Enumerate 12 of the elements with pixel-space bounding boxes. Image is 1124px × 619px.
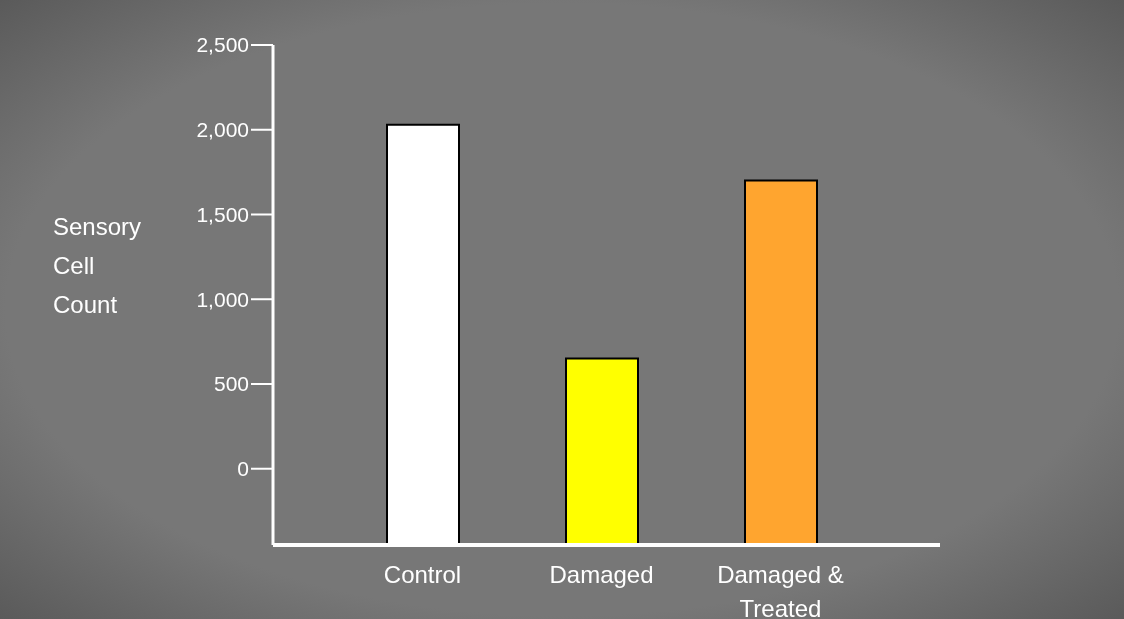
bar [744, 179, 818, 545]
y-tick-label: 500 [213, 372, 249, 396]
y-tick-label: 1,500 [196, 202, 249, 226]
y-tick-label: 0 [237, 457, 249, 481]
y-tick-label: 2,500 [196, 33, 249, 57]
y-axis-title: Sensory Cell Count [53, 213, 142, 318]
x-tick-label: Control [383, 561, 462, 588]
y-tick-label: 2,000 [196, 118, 249, 142]
bar [565, 357, 639, 545]
x-tick-label: Damaged & Treated [717, 561, 844, 619]
x-tick-label: Damaged [549, 561, 654, 588]
y-tick-label: 1,000 [196, 287, 249, 311]
